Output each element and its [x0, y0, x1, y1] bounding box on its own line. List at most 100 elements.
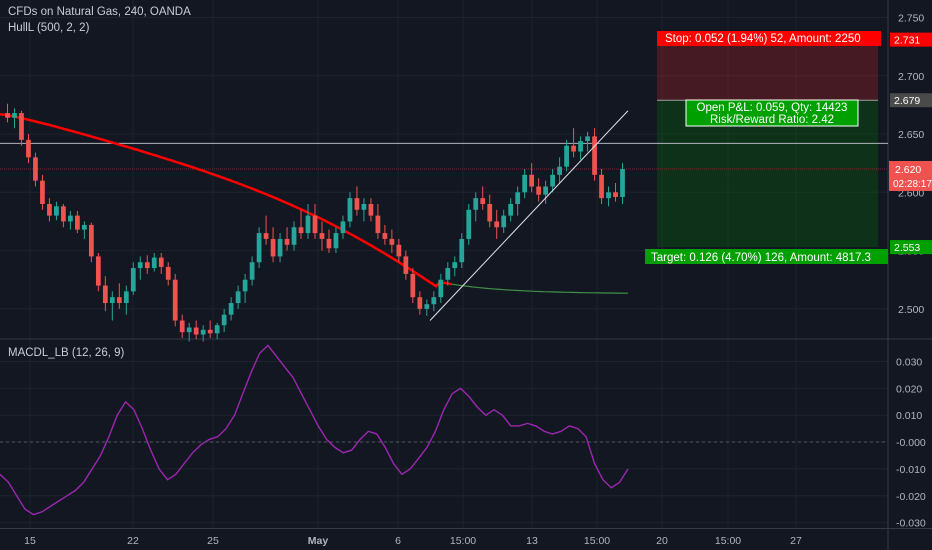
- target-label-bg: [645, 249, 888, 264]
- indicator-legend[interactable]: HullL (500, 2, 2): [8, 22, 90, 34]
- macd-tick-label: 0.030: [896, 356, 922, 368]
- candle-body: [361, 203, 367, 210]
- candle-body: [592, 136, 597, 175]
- current-price-tag-bg: [889, 161, 932, 191]
- macd-tick-label: -0.010: [896, 464, 926, 476]
- candle-body: [613, 192, 618, 197]
- candle-body: [585, 136, 590, 142]
- candle-body: [487, 203, 493, 222]
- symbol-title: CFDs on Natural Gas, 240, OANDA: [8, 6, 191, 18]
- candle-body: [214, 325, 220, 334]
- entry-price-tag: 2.679: [894, 95, 920, 107]
- candle-body: [88, 224, 94, 257]
- current-price-tag: 2.620: [895, 164, 921, 176]
- candle-body: [382, 233, 388, 239]
- candle-body: [599, 174, 604, 199]
- candle-body: [19, 113, 24, 140]
- candle-body: [256, 233, 262, 263]
- candle-body: [606, 192, 611, 199]
- candle-body: [228, 303, 234, 315]
- stop-label-bg: [657, 31, 881, 46]
- bar-countdown: 02:28:17: [893, 179, 932, 190]
- candle-body: [564, 145, 569, 167]
- candle-body: [522, 174, 528, 193]
- candle-body: [459, 238, 465, 263]
- candle-body: [417, 297, 423, 309]
- candle-body: [95, 256, 101, 286]
- candle-body: [368, 203, 374, 216]
- stop-zone: [657, 39, 878, 101]
- candle-body: [529, 174, 535, 187]
- time-tick-label: 20: [656, 535, 668, 547]
- candle-body: [298, 227, 304, 234]
- price-tick-label: 2.750: [898, 12, 924, 24]
- candle-body: [26, 139, 31, 158]
- candle-body: [620, 169, 625, 197]
- candle-body: [277, 238, 283, 257]
- candle-body: [508, 203, 514, 216]
- candle-body: [578, 141, 583, 152]
- candle-body: [333, 233, 339, 249]
- candle-body: [68, 215, 73, 222]
- candle-body: [123, 291, 129, 304]
- macd-tick-label: -0.030: [896, 518, 926, 530]
- macd-tick-label: -0.020: [896, 491, 926, 503]
- macd-legend[interactable]: MACDL_LB (12, 26, 9): [8, 347, 125, 359]
- candle-body: [235, 291, 241, 304]
- candle-body: [494, 221, 500, 228]
- macd-tick-label: 0.020: [896, 383, 922, 395]
- candle-body: [207, 329, 213, 334]
- candle-body: [75, 215, 80, 230]
- time-tick-label: 25: [207, 535, 219, 547]
- risk-reward-label: Risk/Reward Ratio: 2.42: [710, 114, 834, 126]
- candle-body: [473, 198, 479, 210]
- time-tick-label: 22: [127, 535, 139, 547]
- candle-body: [424, 304, 430, 309]
- candle-body: [200, 329, 206, 335]
- candle-body: [61, 206, 66, 222]
- candle-body: [33, 157, 38, 181]
- candle-body: [186, 327, 192, 333]
- pnl-label: Open P&L: 0.059, Qty: 14423: [697, 102, 848, 114]
- target-price-tag-bg: [890, 240, 932, 255]
- candle-body: [158, 257, 164, 267]
- candle-body: [501, 215, 507, 228]
- target-label: Target: 0.126 (4.70%) 126, Amount: 4817.…: [651, 252, 871, 264]
- time-tick-label: May: [308, 535, 329, 547]
- macd-line: [0, 344, 629, 516]
- candle-body: [291, 227, 297, 245]
- candle-body: [515, 192, 521, 204]
- candle-body: [466, 209, 472, 239]
- candle-body: [242, 279, 248, 292]
- candle-body: [543, 186, 549, 195]
- candle-body: [536, 186, 542, 195]
- candle-body: [396, 244, 402, 257]
- candle-body: [557, 166, 562, 175]
- candle-body: [81, 224, 87, 230]
- candle-body: [312, 215, 318, 234]
- macd-tick-label: -0.000: [896, 437, 926, 449]
- time-tick-label: 13: [526, 535, 538, 547]
- stop-price-tag-bg: [890, 32, 932, 47]
- candle-body: [40, 180, 45, 204]
- candle-body: [12, 113, 17, 118]
- candle-body: [221, 314, 227, 326]
- candle-body: [102, 285, 108, 304]
- candle-body: [410, 273, 416, 298]
- candle-body: [375, 215, 381, 234]
- candle-body: [109, 297, 115, 304]
- time-tick-label: 15:00: [584, 535, 610, 547]
- candle-body: [193, 327, 199, 335]
- candle-body: [270, 238, 276, 257]
- price-tick-label: 2.650: [898, 129, 924, 141]
- candle-body: [571, 145, 576, 152]
- candle-body: [116, 297, 122, 304]
- candle-body: [431, 297, 437, 305]
- candle-body: [172, 279, 178, 321]
- candle-body: [354, 198, 360, 210]
- candle-body: [445, 268, 451, 280]
- candle-body: [480, 198, 486, 204]
- target-price-tag: 2.553: [894, 242, 920, 254]
- stop-label: Stop: 0.052 (1.94%) 52, Amount: 2250: [665, 33, 861, 45]
